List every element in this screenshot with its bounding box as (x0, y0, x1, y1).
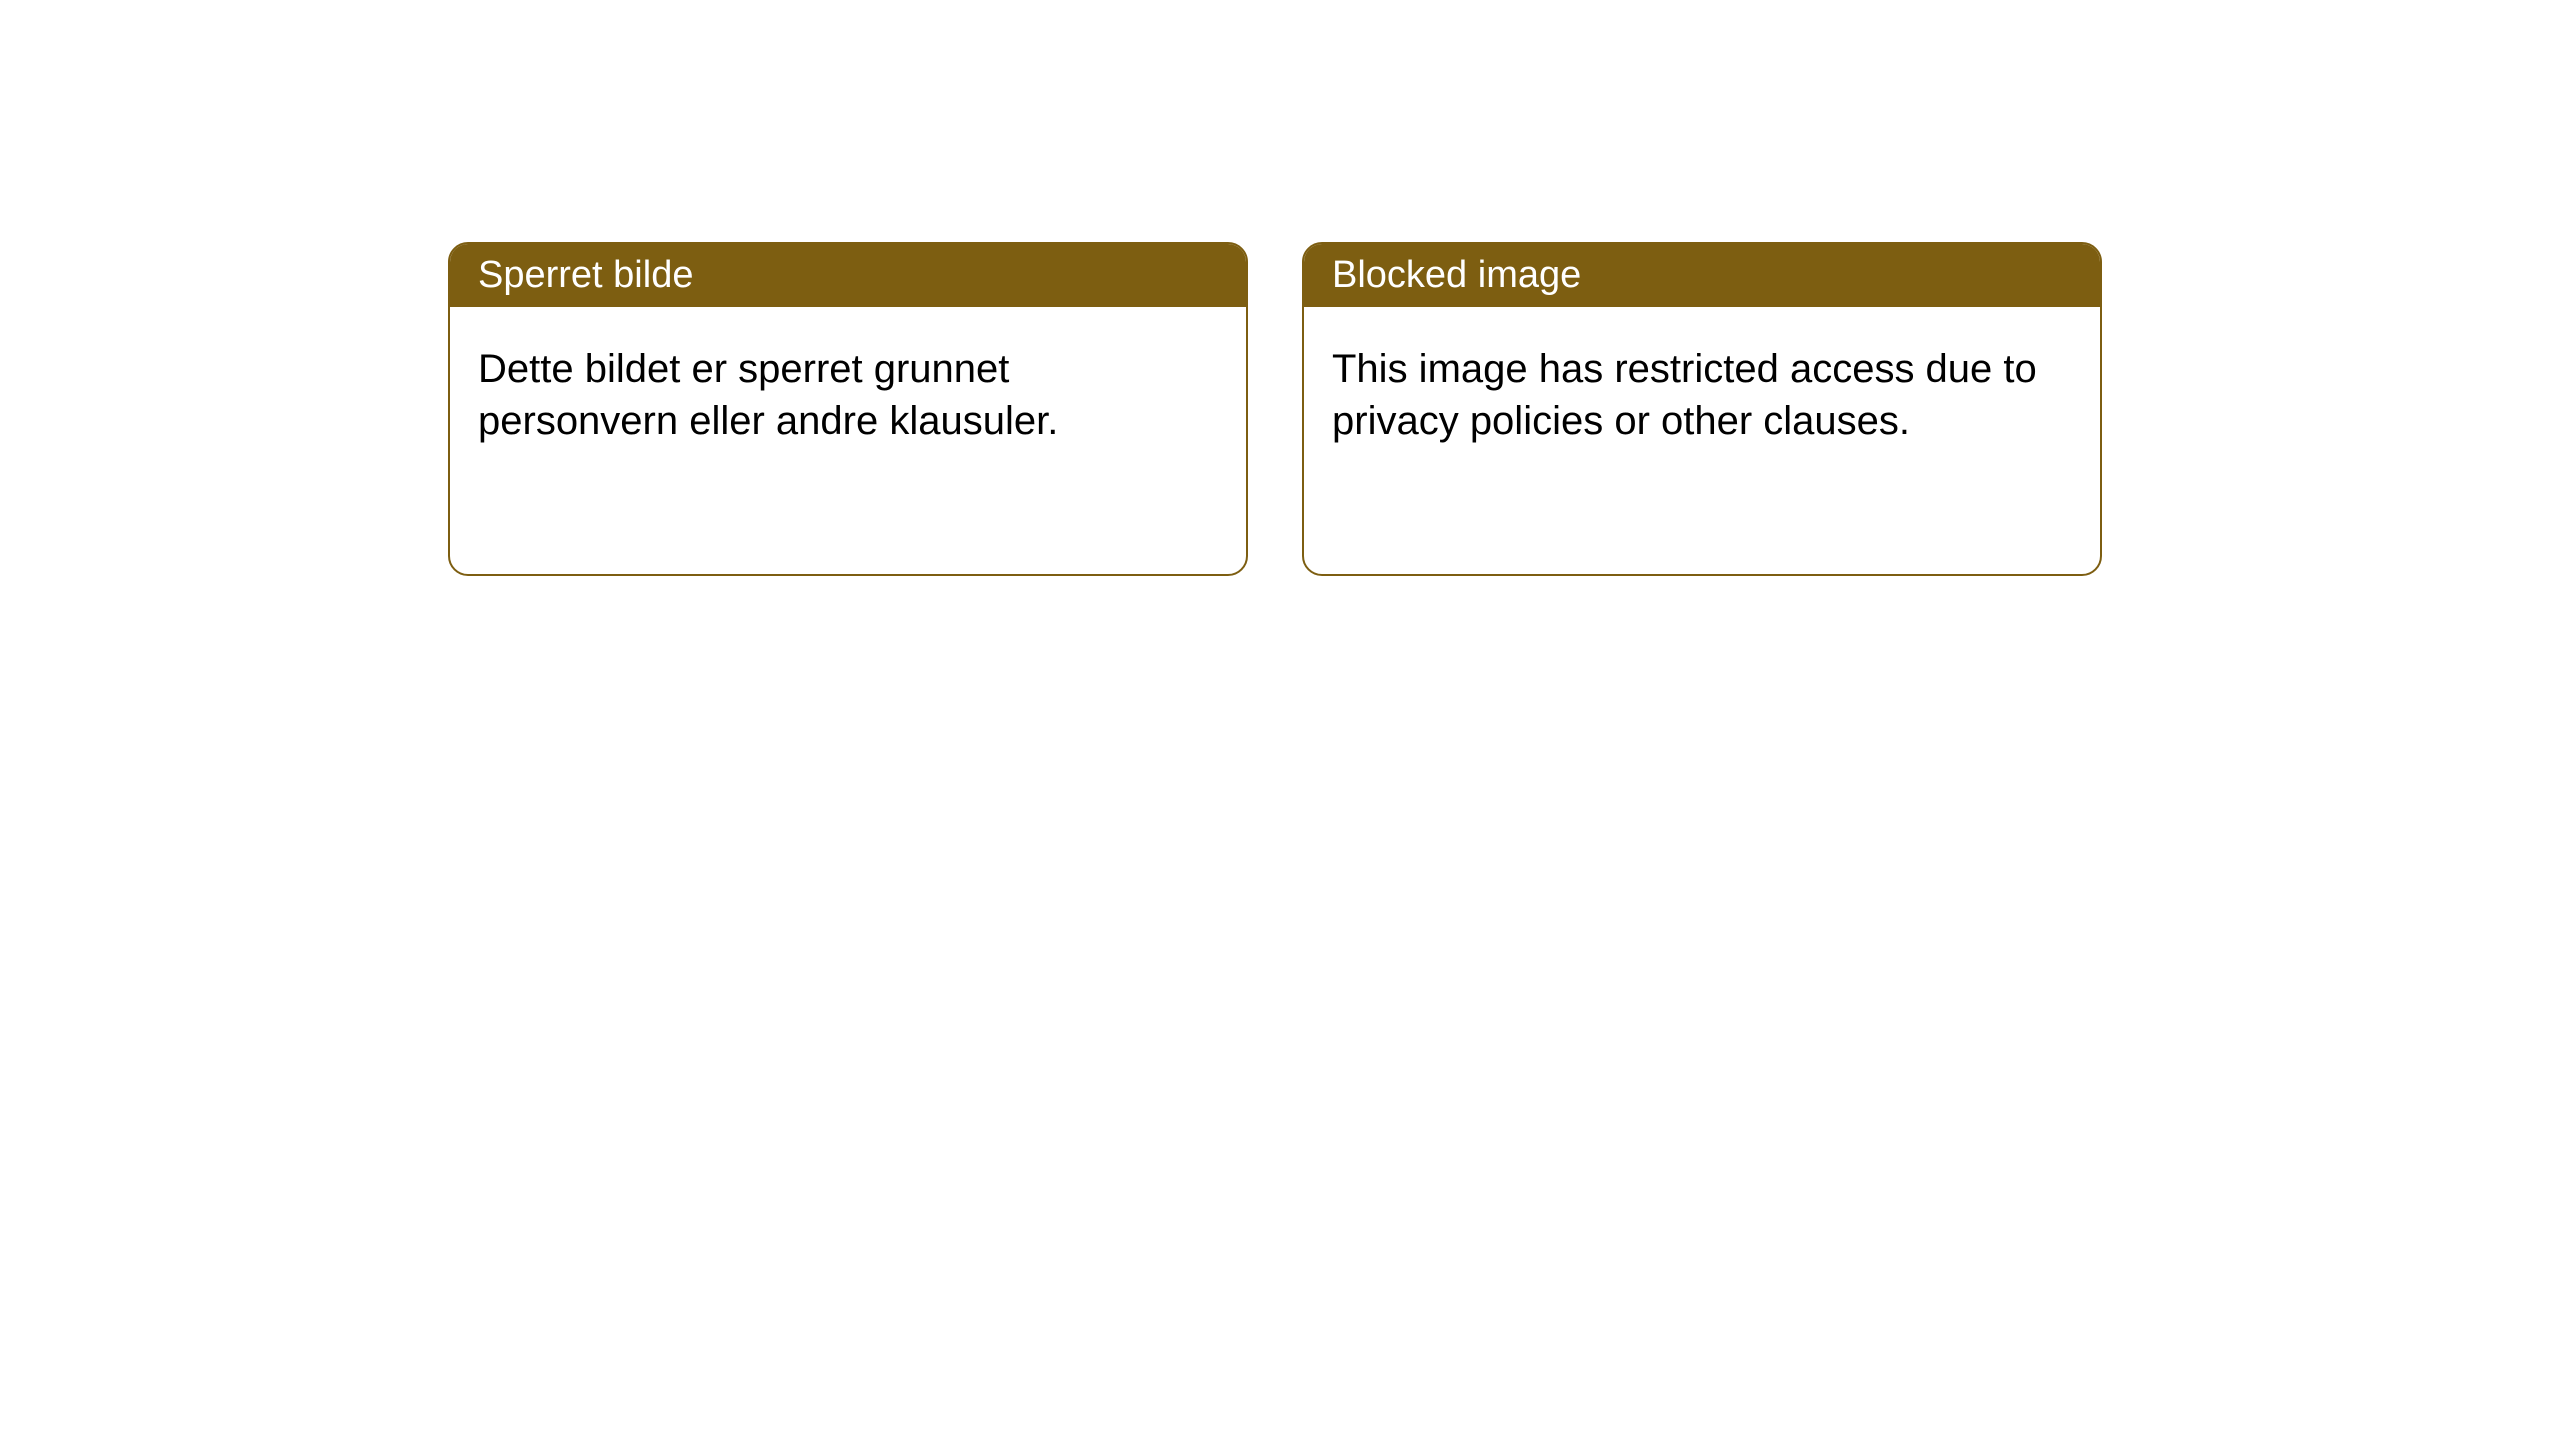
notice-header: Blocked image (1304, 244, 2100, 307)
notice-title: Blocked image (1332, 254, 1581, 296)
notice-card-norwegian: Sperret bilde Dette bildet er sperret gr… (448, 242, 1248, 576)
notice-body: This image has restricted access due to … (1304, 307, 2100, 475)
notice-title: Sperret bilde (478, 254, 693, 296)
notice-text: This image has restricted access due to … (1332, 347, 2037, 443)
notice-container: Sperret bilde Dette bildet er sperret gr… (448, 242, 2102, 576)
notice-text: Dette bildet er sperret grunnet personve… (478, 347, 1058, 443)
notice-header: Sperret bilde (450, 244, 1246, 307)
notice-body: Dette bildet er sperret grunnet personve… (450, 307, 1246, 475)
notice-card-english: Blocked image This image has restricted … (1302, 242, 2102, 576)
